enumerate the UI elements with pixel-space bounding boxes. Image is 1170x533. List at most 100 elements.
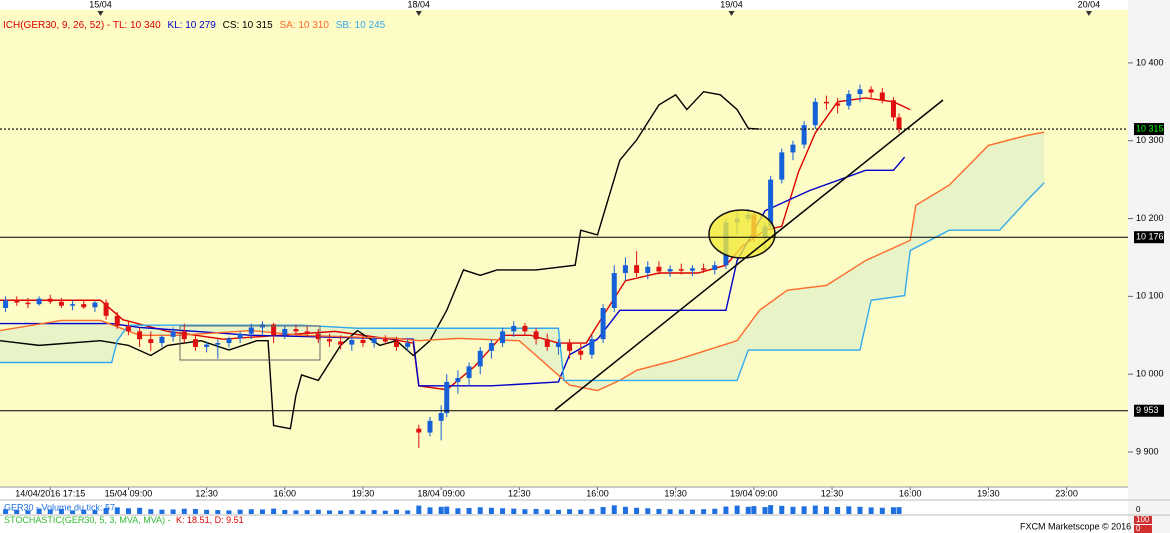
candle-body xyxy=(466,366,472,379)
x-tick-label: 12:30 xyxy=(508,488,531,498)
candle-body xyxy=(416,428,422,433)
volume-bar xyxy=(466,508,472,514)
candle-body xyxy=(511,325,517,332)
y-tick-label: 9 900 xyxy=(1136,446,1159,456)
x-tick-label: 19/04 09:00 xyxy=(730,488,778,498)
y-tick-label: 10 000 xyxy=(1136,369,1164,379)
candle-body xyxy=(204,344,210,347)
candle-body xyxy=(701,268,707,270)
legend-item: SA: 10 310 xyxy=(279,20,329,31)
level-label-box xyxy=(1134,123,1164,136)
stochastic-tick-label: 100 xyxy=(1136,515,1150,524)
date-tick-label: 15/04 xyxy=(89,0,112,9)
candle-body xyxy=(170,331,176,337)
volume-bar xyxy=(315,509,321,514)
volume-bar xyxy=(712,508,718,514)
volume-bar xyxy=(751,506,757,514)
legend: ICH(GER30, 9, 26, 52) - TL: 10 340 KL: 1… xyxy=(3,20,386,31)
x-tick-label: 19:30 xyxy=(352,488,375,498)
candle-body xyxy=(271,324,277,336)
volume-bar xyxy=(846,506,852,514)
y-tick-label: 10 200 xyxy=(1136,213,1164,223)
stochastic-title: STOCHASTIC(GER30, 5, 3, MVA, MVA) - K: 1… xyxy=(4,515,244,525)
volume-bar xyxy=(500,508,506,514)
price-axis xyxy=(1128,0,1170,533)
volume-bar xyxy=(701,509,707,514)
candle-body xyxy=(159,336,165,344)
candle-body xyxy=(622,265,628,274)
volume-bar xyxy=(745,506,751,514)
volume-bar xyxy=(237,509,243,514)
stochastic-name: STOCHASTIC(GER30, 5, 3, MVA, MVA) - xyxy=(4,515,171,525)
annotation-box xyxy=(179,325,321,361)
indicator-line xyxy=(0,90,760,430)
candle-body xyxy=(488,343,494,351)
candle-body xyxy=(600,308,606,340)
volume-bar xyxy=(14,509,20,514)
volume-bar xyxy=(259,509,265,514)
candle-body xyxy=(522,325,528,332)
candle-body xyxy=(181,331,187,340)
y-tick-label: 10 400 xyxy=(1136,57,1164,67)
candle-body xyxy=(477,350,483,367)
level-label-box xyxy=(1134,231,1164,244)
volume-bar xyxy=(25,510,31,514)
candle-body xyxy=(801,125,807,145)
volume-bar xyxy=(801,506,807,514)
candle-body xyxy=(293,329,299,332)
candle-body xyxy=(226,338,232,344)
date-tick xyxy=(97,11,104,16)
volume-bar xyxy=(181,508,187,514)
volume-bar xyxy=(656,508,662,514)
volume-bar xyxy=(522,509,528,514)
candle-body xyxy=(823,101,829,104)
x-tick-label: 19:30 xyxy=(977,488,1000,498)
volume-bar xyxy=(790,506,796,514)
candle-body xyxy=(338,341,344,345)
x-tick-label: 16:00 xyxy=(274,488,297,498)
volume-bar xyxy=(47,509,53,514)
volume-bar xyxy=(477,507,483,514)
volume-bar xyxy=(148,509,154,514)
candle-body xyxy=(114,315,120,326)
date-tick xyxy=(415,11,422,16)
candle-body xyxy=(645,266,651,274)
candle-body xyxy=(857,89,863,95)
candle-body xyxy=(282,329,288,336)
volume-bar xyxy=(589,508,595,514)
candle-body xyxy=(103,302,109,316)
volume-bar xyxy=(488,507,494,514)
candle-body xyxy=(835,103,841,106)
level-label: 10 315 xyxy=(1136,123,1164,133)
candle-body xyxy=(634,265,640,274)
volume-bar xyxy=(689,509,695,514)
candle-body xyxy=(427,420,433,433)
candle-body xyxy=(444,381,450,414)
candle-body xyxy=(779,152,785,180)
volume-bar xyxy=(567,509,573,514)
candle-body xyxy=(611,273,617,309)
candle-body xyxy=(500,331,506,344)
volume-bar xyxy=(622,506,628,514)
trend-line xyxy=(554,99,944,411)
candle-body xyxy=(656,266,662,272)
annotation-ellipse xyxy=(708,209,776,259)
volume-bar xyxy=(226,510,232,514)
date-tick-label: 20/04 xyxy=(1078,0,1101,9)
volume-bar xyxy=(405,510,411,514)
candle-body xyxy=(589,339,595,355)
volume-bar xyxy=(444,506,450,514)
volume-title: GER30 - Volume du tick: 57 xyxy=(4,502,115,512)
y-tick-label: 10 300 xyxy=(1136,135,1164,145)
candle-body xyxy=(25,302,31,305)
candle-body xyxy=(371,338,377,344)
candle-body xyxy=(304,331,310,334)
indicator-line xyxy=(0,156,906,387)
volume-bar xyxy=(36,508,42,514)
volume-bar xyxy=(360,510,366,514)
volume-bar xyxy=(204,509,210,514)
candle-body xyxy=(137,331,143,340)
candle-body xyxy=(70,304,76,306)
candle-body xyxy=(382,338,388,342)
candle-body xyxy=(846,94,852,106)
